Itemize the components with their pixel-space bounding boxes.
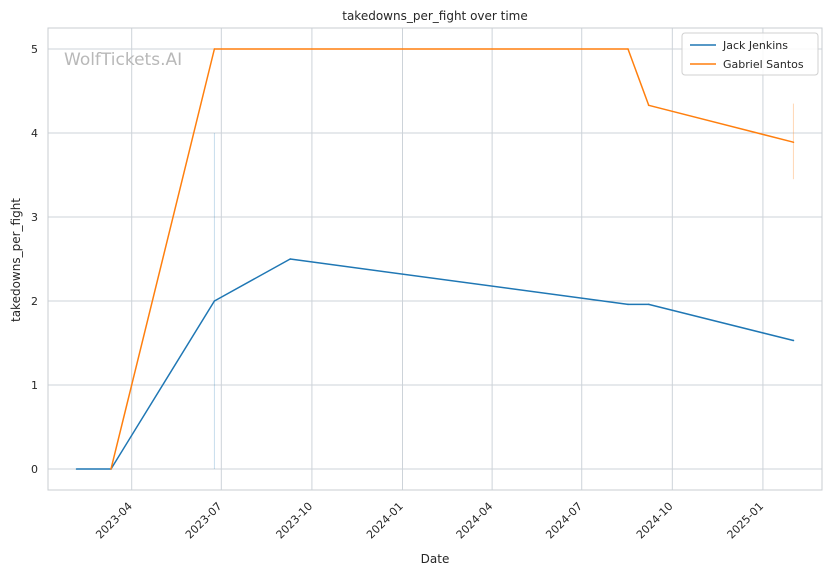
x-tick-label: 2023-10 xyxy=(274,500,316,542)
series-line-jack-jenkins xyxy=(76,258,794,470)
y-tick-label: 5 xyxy=(31,43,38,56)
data-point xyxy=(647,104,650,107)
data-point xyxy=(792,141,795,144)
data-point xyxy=(647,303,650,306)
x-tick-label: 2024-04 xyxy=(454,500,496,542)
legend: Jack Jenkins Gabriel Santos xyxy=(681,32,819,76)
plot-frame xyxy=(47,27,823,491)
data-point xyxy=(213,48,216,50)
x-axis-ticks: 2023-04 2023-07 2023-10 2024-01 2024-04 2024-… xyxy=(93,500,766,542)
y-axis-title: takedowns_per_fight xyxy=(9,198,23,322)
x-tick-label: 2024-01 xyxy=(364,500,406,542)
x-tick-label: 2024-10 xyxy=(634,500,676,542)
data-point xyxy=(792,339,795,342)
data-point xyxy=(75,468,78,470)
y-axis-ticks: 0 1 2 3 4 5 xyxy=(31,43,38,476)
grid xyxy=(48,28,822,490)
data-point xyxy=(110,468,112,470)
y-tick-label: 3 xyxy=(31,211,38,224)
data-point xyxy=(627,303,629,306)
legend-label-gabriel-santos: Gabriel Santos xyxy=(723,58,804,71)
data-point xyxy=(289,258,292,260)
watermark: WolfTickets.AI xyxy=(64,50,182,70)
x-axis-title: Date xyxy=(421,552,450,566)
y-tick-label: 4 xyxy=(31,127,38,140)
data-point xyxy=(627,48,629,50)
y-tick-label: 0 xyxy=(31,463,38,476)
chart-title: takedowns_per_fight over time xyxy=(342,9,528,23)
series-layer xyxy=(75,48,795,470)
series-line-gabriel-santos xyxy=(110,48,794,470)
legend-label-jack-jenkins: Jack Jenkins xyxy=(722,39,788,52)
x-tick-label: 2023-07 xyxy=(183,500,225,542)
x-tick-label: 2023-04 xyxy=(93,500,135,542)
data-point xyxy=(213,300,216,302)
x-tick-label: 2024-07 xyxy=(543,500,585,542)
y-tick-label: 2 xyxy=(31,295,38,308)
x-tick-label: 2025-01 xyxy=(725,500,767,542)
y-tick-label: 1 xyxy=(31,379,38,392)
